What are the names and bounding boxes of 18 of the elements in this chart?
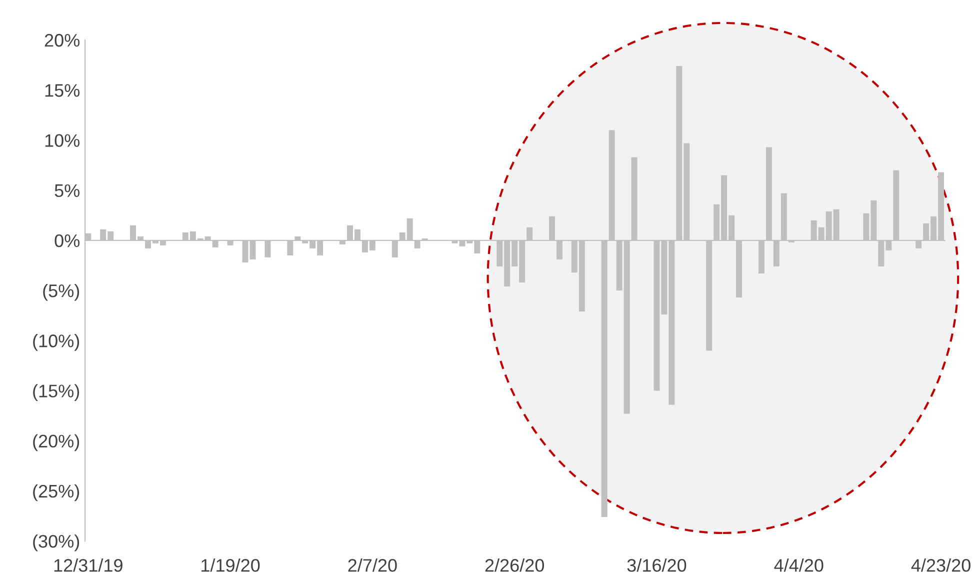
y-tick-label: (15%) xyxy=(33,384,80,401)
x-tick-label: 2/26/20 xyxy=(485,558,544,572)
x-tick-label: 4/23/20 xyxy=(911,558,970,572)
y-tick-label: (30%) xyxy=(33,534,80,552)
x-tick-label: 1/19/20 xyxy=(202,558,260,572)
x-tick-label: 4/4/20 xyxy=(774,558,824,572)
x-tick-label: 12/31/19 xyxy=(54,558,122,572)
y-tick-label: (25%) xyxy=(33,484,80,502)
x-tick-label: 2/7/20 xyxy=(348,558,397,572)
y-tick-label: 5% xyxy=(54,184,80,198)
y-tick-label: (5%) xyxy=(43,284,80,301)
y-tick-label: 15% xyxy=(45,84,80,97)
y-tick-label: (20%) xyxy=(33,434,80,452)
y-tick-label: 20% xyxy=(44,34,80,47)
x-tick-label: 3/16/20 xyxy=(627,558,686,572)
y-tick-label: 0% xyxy=(54,234,80,248)
y-tick-label: 10% xyxy=(45,134,80,147)
y-tick-label: (10%) xyxy=(33,334,80,351)
